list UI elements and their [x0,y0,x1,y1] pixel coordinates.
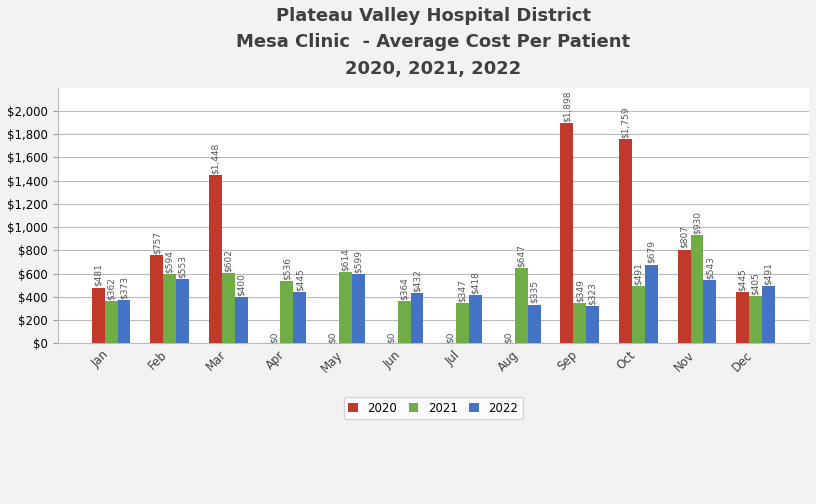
Text: $418: $418 [471,271,480,294]
Bar [528,304,540,344]
Bar [677,249,690,344]
Text: $647: $647 [517,244,526,267]
Text: $362: $362 [107,277,116,300]
Bar [235,297,247,344]
Bar [632,286,645,344]
Text: $599: $599 [354,249,363,273]
Text: $323: $323 [588,282,597,305]
Bar [352,274,365,344]
Bar [561,123,574,344]
Text: $400: $400 [237,273,246,296]
Bar [690,235,703,344]
Title: Plateau Valley Hospital District
Mesa Clinic  - Average Cost Per Patient
2020, 2: Plateau Valley Hospital District Mesa Cl… [237,7,631,78]
Legend: 2020, 2021, 2022: 2020, 2021, 2022 [344,397,523,419]
Bar [222,274,235,344]
Text: $1,898: $1,898 [562,90,571,121]
Text: $432: $432 [412,269,421,292]
Bar [176,279,189,344]
Text: $0: $0 [503,331,512,343]
Text: $347: $347 [458,279,467,302]
Bar [456,303,469,344]
Text: $807: $807 [680,225,689,248]
Bar [118,300,131,344]
Bar [619,139,632,344]
Bar [163,274,176,344]
Bar [749,296,762,344]
Bar [104,301,118,344]
Bar [736,292,749,344]
Text: $364: $364 [400,277,409,300]
Bar [586,306,599,344]
Bar [339,272,352,344]
Text: $373: $373 [119,276,129,299]
Text: $335: $335 [530,280,539,303]
Bar [397,301,410,344]
Bar [92,288,104,344]
Text: $405: $405 [751,272,760,295]
Text: $0: $0 [446,331,455,343]
Text: $445: $445 [295,268,304,291]
Text: $0: $0 [269,331,278,343]
Text: $614: $614 [341,248,350,271]
Text: $491: $491 [634,263,643,285]
Text: $679: $679 [647,240,656,264]
Bar [762,286,775,344]
Bar [293,292,306,344]
Bar [645,265,658,344]
Bar [515,268,528,344]
Text: $553: $553 [178,255,187,278]
Bar [574,303,586,344]
Text: $481: $481 [94,264,103,286]
Text: $445: $445 [738,268,747,291]
Text: $930: $930 [693,211,702,234]
Text: $1,448: $1,448 [211,143,220,174]
Bar [209,175,222,344]
Text: $536: $536 [282,257,291,280]
Bar [150,256,163,344]
Text: $602: $602 [224,249,233,272]
Text: $349: $349 [575,279,584,302]
Text: $594: $594 [165,250,175,273]
Bar [281,281,293,344]
Text: $543: $543 [705,257,714,279]
Text: $757: $757 [153,231,162,255]
Text: $0: $0 [328,331,337,343]
Text: $491: $491 [764,263,773,285]
Bar [703,280,716,344]
Text: $1,759: $1,759 [621,106,630,138]
Text: $0: $0 [387,331,396,343]
Bar [410,293,424,344]
Bar [469,295,482,344]
